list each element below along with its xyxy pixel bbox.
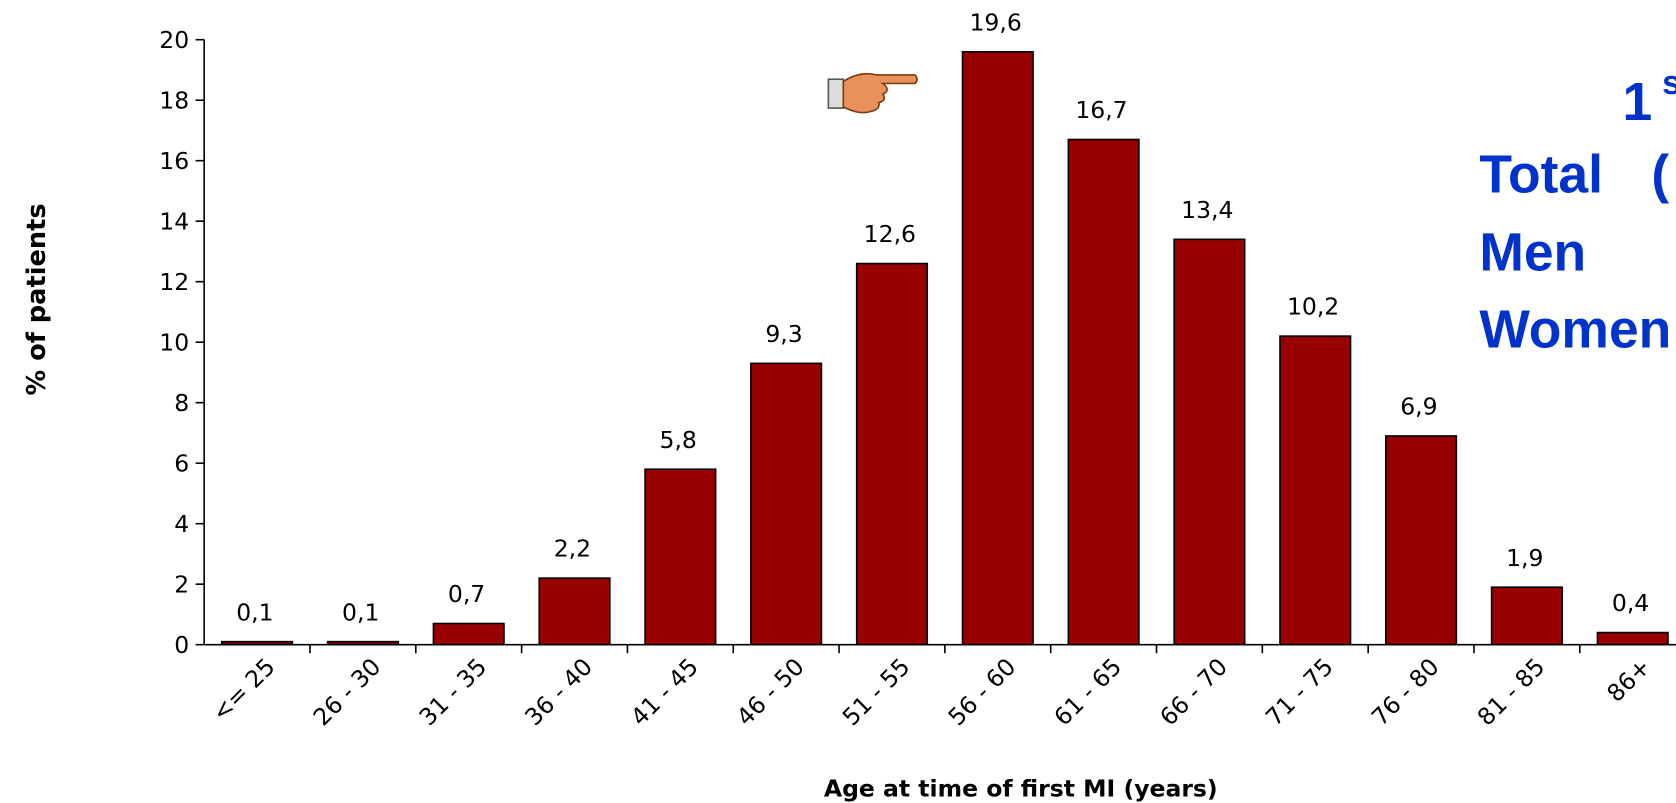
y-tick-label: 4 xyxy=(174,510,189,538)
x-tick-label: 41 - 45 xyxy=(625,653,704,732)
y-axis-label: % of patients xyxy=(22,203,52,395)
value-label: 5,8 xyxy=(660,426,697,454)
y-tick-label: 2 xyxy=(174,571,189,599)
value-label: 0,1 xyxy=(236,598,273,626)
bar xyxy=(1384,435,1458,646)
pointer-icon xyxy=(827,72,918,114)
annotation: ( xyxy=(1651,146,1669,205)
value-label: 0,7 xyxy=(448,580,485,608)
x-axis-label: Age at time of first MI (years) xyxy=(824,774,1218,802)
x-tick-label: 36 - 40 xyxy=(519,653,598,732)
annotation: 1 xyxy=(1623,73,1653,132)
value-label: 13,4 xyxy=(1181,196,1233,224)
bar xyxy=(750,362,823,646)
value-label: 10,2 xyxy=(1287,293,1339,321)
y-tick-label: 20 xyxy=(159,26,189,54)
value-label: 6,9 xyxy=(1400,393,1437,421)
x-tick-label: 86+ xyxy=(1601,653,1656,708)
bar xyxy=(1067,138,1140,646)
x-tick-label: 51 - 55 xyxy=(837,653,916,732)
annotation: s xyxy=(1662,64,1676,102)
y-tick-label: 12 xyxy=(159,268,189,296)
x-tick-label: <= 25 xyxy=(206,653,280,727)
value-label: 2,2 xyxy=(554,535,591,563)
value-label: 0,4 xyxy=(1612,589,1649,617)
value-label: 0,1 xyxy=(342,598,379,626)
bar xyxy=(432,622,505,646)
x-tick-label: 31 - 35 xyxy=(414,653,493,732)
y-tick-label: 8 xyxy=(174,389,189,417)
x-tick-label: 76 - 80 xyxy=(1366,653,1445,732)
bar xyxy=(1279,335,1352,646)
value-label: 12,6 xyxy=(864,220,916,248)
bar xyxy=(855,262,929,646)
annotation: Total xyxy=(1479,146,1603,205)
annotation: Women xyxy=(1479,301,1671,360)
x-tick-label: 71 - 75 xyxy=(1260,653,1339,732)
x-tick-label: 56 - 60 xyxy=(943,653,1022,732)
value-label: 19,6 xyxy=(969,8,1021,36)
bar xyxy=(644,468,717,646)
x-tick-label: 66 - 70 xyxy=(1154,653,1233,732)
bar xyxy=(1173,238,1246,646)
y-tick-label: 14 xyxy=(159,208,189,236)
bar xyxy=(1490,586,1563,646)
x-tick-label: 81 - 85 xyxy=(1472,653,1551,732)
value-label: 16,7 xyxy=(1075,96,1127,124)
y-tick-label: 6 xyxy=(174,450,189,478)
bar xyxy=(538,577,611,646)
y-tick-label: 0 xyxy=(174,631,189,659)
bar xyxy=(1596,631,1669,646)
x-tick-label: 46 - 50 xyxy=(731,653,810,732)
y-tick-label: 18 xyxy=(159,87,189,115)
x-tick-label: 26 - 30 xyxy=(308,653,387,732)
bar xyxy=(961,50,1034,646)
value-label: 1,9 xyxy=(1506,544,1543,572)
y-tick-label: 10 xyxy=(159,329,189,357)
y-tick-label: 16 xyxy=(159,147,189,175)
x-tick-label: 61 - 65 xyxy=(1048,653,1127,732)
value-label: 9,3 xyxy=(765,320,802,348)
annotation: Men xyxy=(1479,224,1586,283)
